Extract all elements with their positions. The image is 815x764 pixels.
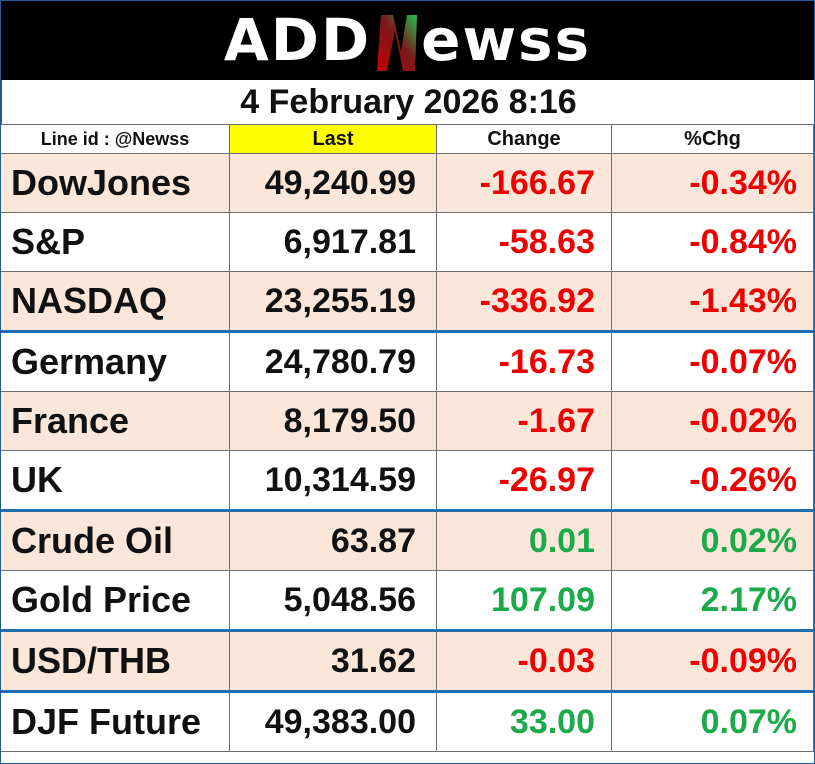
header-line-id: Line id : @Newss bbox=[0, 124, 230, 154]
row-pct: -0.02% bbox=[611, 391, 814, 451]
row-change: 33.00 bbox=[436, 690, 612, 752]
report-datetime: 4 February 2026 8:16 bbox=[0, 80, 815, 124]
row-last: 31.62 bbox=[229, 629, 437, 692]
row-pct: 0.02% bbox=[611, 509, 814, 571]
table-row: S&P 6,917.81 -58.63 -0.84% bbox=[0, 212, 814, 272]
row-last: 23,255.19 bbox=[229, 271, 437, 332]
header-pct-change: %Chg bbox=[611, 124, 814, 154]
row-change: -58.63 bbox=[436, 212, 612, 272]
row-change: -26.97 bbox=[436, 450, 612, 511]
row-name: USD/THB bbox=[0, 629, 230, 692]
row-change: -1.67 bbox=[436, 391, 612, 451]
table-row: NASDAQ 23,255.19 -336.92 -1.43% bbox=[0, 271, 814, 332]
row-change: -0.03 bbox=[436, 629, 612, 692]
row-last: 10,314.59 bbox=[229, 450, 437, 511]
row-last: 63.87 bbox=[229, 509, 437, 571]
table-row: USD/THB 31.62 -0.03 -0.09% bbox=[0, 629, 814, 692]
row-name: UK bbox=[0, 450, 230, 511]
logo-text-ewss: ewss bbox=[421, 6, 592, 74]
row-pct: -0.26% bbox=[611, 450, 814, 511]
market-table: Line id : @Newss Last Change %Chg DowJon… bbox=[0, 124, 814, 752]
table-row: Gold Price 5,048.56 107.09 2.17% bbox=[0, 570, 814, 631]
row-last: 24,780.79 bbox=[229, 330, 437, 392]
table-row: Crude Oil 63.87 0.01 0.02% bbox=[0, 509, 814, 571]
row-pct: -0.07% bbox=[611, 330, 814, 392]
row-last: 5,048.56 bbox=[229, 570, 437, 631]
table-row: DJF Future 49,383.00 33.00 0.07% bbox=[0, 690, 814, 752]
row-name: Gold Price bbox=[0, 570, 230, 631]
table-header-row: Line id : @Newss Last Change %Chg bbox=[0, 124, 814, 154]
row-pct: 0.07% bbox=[611, 690, 814, 752]
logo-n-icon bbox=[373, 11, 419, 73]
brand-banner: ADD ewss bbox=[0, 0, 815, 80]
row-last: 8,179.50 bbox=[229, 391, 437, 451]
row-last: 49,240.99 bbox=[229, 153, 437, 213]
row-name: Germany bbox=[0, 330, 230, 392]
row-pct: -0.09% bbox=[611, 629, 814, 692]
row-pct: -0.34% bbox=[611, 153, 814, 213]
logo-text-add: ADD bbox=[223, 6, 372, 74]
table-row: France 8,179.50 -1.67 -0.02% bbox=[0, 391, 814, 451]
row-change: -166.67 bbox=[436, 153, 612, 213]
table-row: Germany 24,780.79 -16.73 -0.07% bbox=[0, 330, 814, 392]
header-change: Change bbox=[436, 124, 612, 154]
table-row: DowJones 49,240.99 -166.67 -0.34% bbox=[0, 153, 814, 213]
row-pct: -1.43% bbox=[611, 271, 814, 332]
header-last: Last bbox=[229, 124, 437, 154]
row-pct: 2.17% bbox=[611, 570, 814, 631]
row-name: DJF Future bbox=[0, 690, 230, 752]
brand-logo: ADD ewss bbox=[224, 6, 591, 74]
row-change: -16.73 bbox=[436, 330, 612, 392]
row-name: France bbox=[0, 391, 230, 451]
row-change: 107.09 bbox=[436, 570, 612, 631]
row-name: DowJones bbox=[0, 153, 230, 213]
row-name: NASDAQ bbox=[0, 271, 230, 332]
row-change: -336.92 bbox=[436, 271, 612, 332]
row-last: 6,917.81 bbox=[229, 212, 437, 272]
row-name: S&P bbox=[0, 212, 230, 272]
row-pct: -0.84% bbox=[611, 212, 814, 272]
row-name: Crude Oil bbox=[0, 509, 230, 571]
row-change: 0.01 bbox=[436, 509, 612, 571]
table-row: UK 10,314.59 -26.97 -0.26% bbox=[0, 450, 814, 511]
row-last: 49,383.00 bbox=[229, 690, 437, 752]
